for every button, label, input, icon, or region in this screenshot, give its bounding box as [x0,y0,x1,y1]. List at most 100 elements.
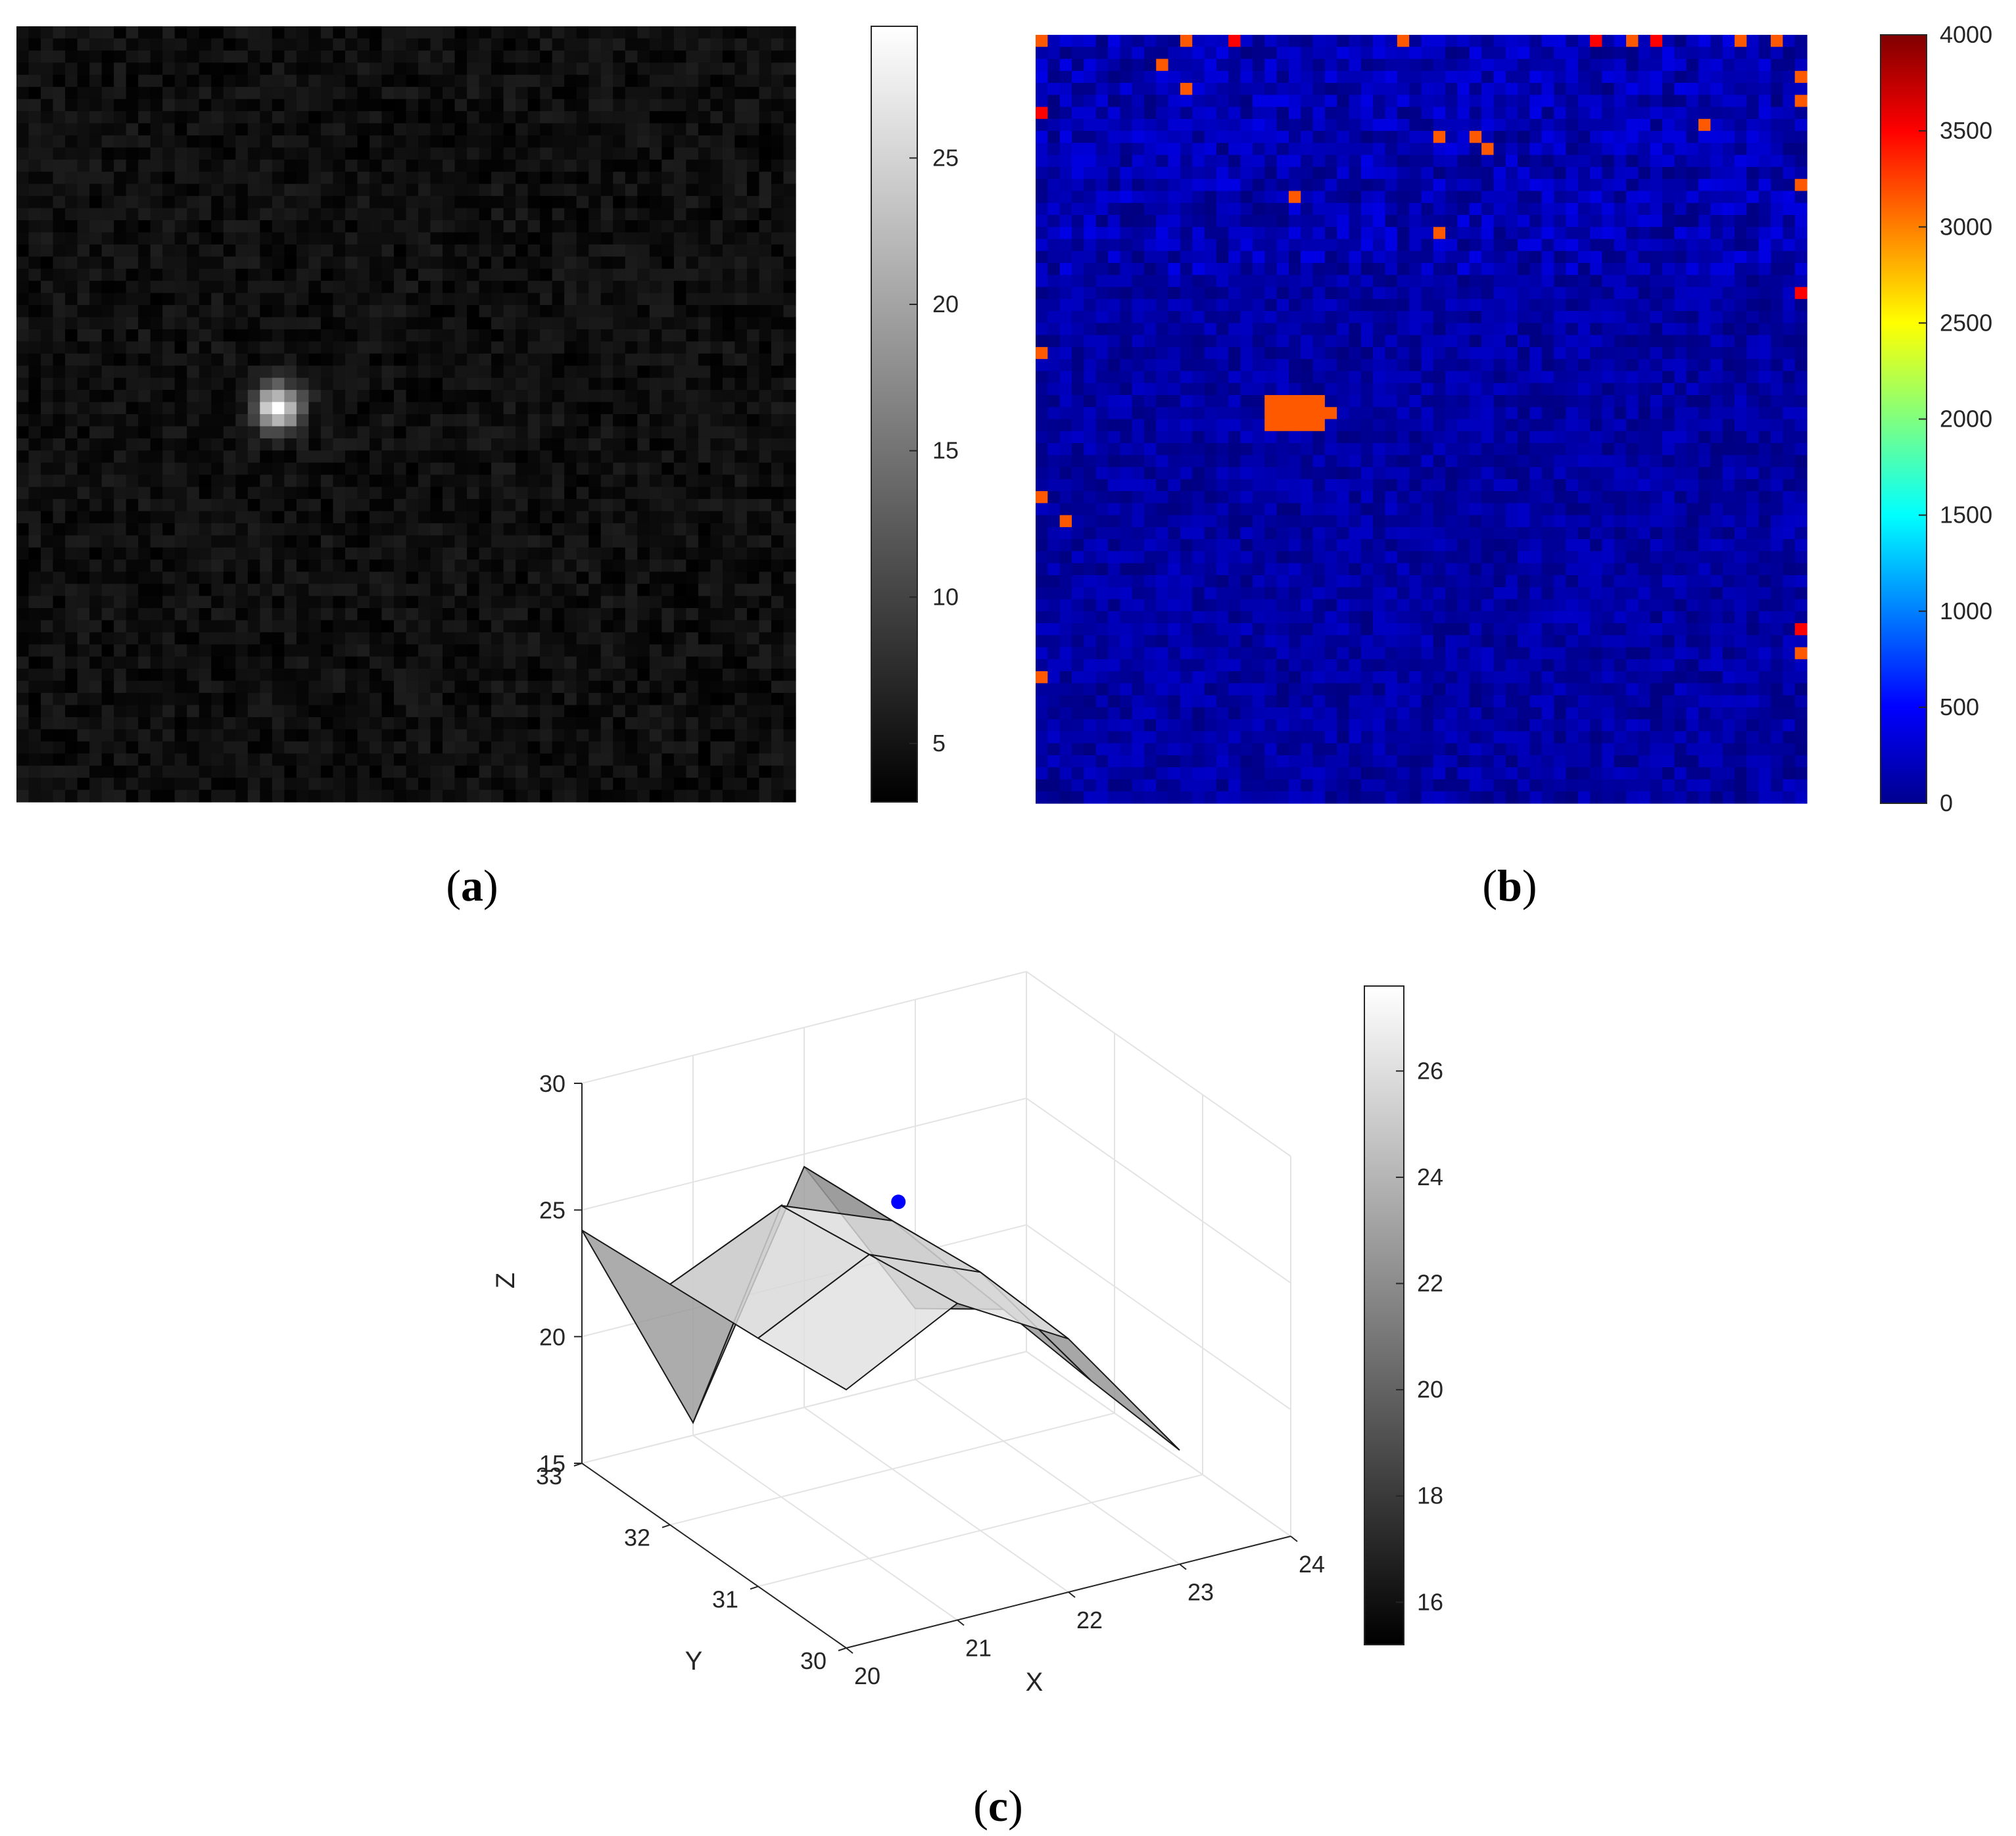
heatmap-a-cell [430,38,443,51]
heatmap-a-cell [430,111,443,124]
heatmap-a-cell [320,172,334,185]
heatmap-a-cell [454,281,468,294]
heatmap-a-cell [41,462,54,475]
heatmap-a-cell [454,402,468,415]
heatmap-a-cell [771,693,784,706]
heatmap-a-cell [41,329,54,342]
heatmap-a-cell [503,693,516,706]
heatmap-a-cell [625,571,638,584]
heatmap-a-cell [661,486,675,500]
heatmap-a-cell [430,208,443,221]
heatmap-a-cell [320,317,334,330]
heatmap-a-cell [467,135,480,148]
heatmap-a-cell [516,632,529,645]
heatmap-a-cell [89,414,103,427]
heatmap-b-cell [1409,106,1422,120]
heatmap-a-cell [272,656,285,669]
heatmap-a-cell [443,559,456,573]
heatmap-b-cell [1505,131,1518,143]
heatmap-a-cell [114,87,127,100]
heatmap-a-cell [101,353,114,366]
heatmap-a-cell [588,475,602,488]
heatmap-a-cell [381,341,395,354]
heatmap-a-cell [187,147,200,160]
heatmap-a-cell [516,365,529,379]
heatmap-b-cell [1554,59,1567,72]
heatmap-b-cell [1240,191,1253,204]
heatmap-a-cell [479,584,492,597]
heatmap-a-cell [345,135,358,148]
heatmap-b-cell [1156,47,1169,60]
heatmap-a-cell [406,402,419,415]
heatmap-a-cell [41,62,54,76]
heatmap-b-cell [1228,154,1241,168]
heatmap-a-cell [65,729,78,742]
heatmap-a-cell [540,475,553,488]
heatmap-a-cell [406,293,419,306]
heatmap-a-cell [114,523,127,536]
heatmap-a-cell [308,608,322,621]
heatmap-a-cell [516,172,529,185]
heatmap-b-cell [1373,179,1386,192]
heatmap-a-cell [199,62,212,76]
heatmap-b-cell [1735,35,1747,47]
heatmap-a-cell [637,123,650,136]
heatmap-a-cell [369,584,383,597]
heatmap-b-cell [1554,143,1567,156]
heatmap-a-cell [503,305,516,318]
heatmap-b-cell [1240,70,1253,83]
heatmap-b-cell [1735,106,1747,120]
heatmap-b-cell [1397,95,1410,108]
heatmap-a-cell [162,135,176,148]
heatmap-a-cell [235,87,249,100]
heatmap-a-cell [418,377,431,390]
heatmap-a-cell [467,38,480,51]
heatmap-a-cell [150,547,163,560]
heatmap-a-cell [564,390,577,403]
heatmap-a-cell [698,123,711,136]
heatmap-a-cell [613,87,626,100]
heatmap-a-cell [564,281,577,294]
heatmap-a-cell [576,753,589,766]
heatmap-a-cell [527,669,540,682]
heatmap-a-cell [491,147,504,160]
heatmap-a-cell [235,123,249,136]
heatmap-a-cell [576,669,589,682]
heatmap-a-cell [783,244,796,257]
heatmap-b-cell [1047,131,1061,143]
heatmap-a-cell [296,486,309,500]
heatmap-a-cell [114,50,127,63]
heatmap-b-cell [1650,70,1663,83]
heatmap-a-cell [600,268,613,281]
heatmap-a-cell [454,535,468,548]
heatmap-a-cell [187,765,200,778]
heatmap-a-cell [673,789,686,803]
heatmap-a-cell [381,74,395,87]
heatmap-a-cell [126,462,139,475]
heatmap-b-cell [1204,166,1217,179]
heatmap-a-cell [247,789,260,803]
heatmap-a-cell [516,535,529,548]
heatmap-a-cell [454,135,468,148]
heatmap-b-cell [1252,131,1265,143]
heatmap-a-cell [138,644,151,657]
heatmap-a-cell [783,620,796,633]
heatmap-a-cell [247,232,260,245]
heatmap-a-cell [381,353,395,366]
heatmap-b-cell [1626,106,1639,120]
heatmap-a-cell [162,329,176,342]
heatmap-a-cell [613,341,626,354]
heatmap-a-cell [418,268,431,281]
heatmap-a-cell [77,50,90,63]
heatmap-a-cell [345,26,358,39]
heatmap-a-cell [138,74,151,87]
heatmap-b-cell [1566,59,1579,72]
heatmap-a-cell [503,669,516,682]
heatmap-a-cell [613,475,626,488]
heatmap-a-cell [564,450,577,463]
heatmap-a-cell [174,789,187,803]
heatmap-a-cell [722,220,736,233]
heatmap-a-cell [357,693,370,706]
heatmap-a-cell [418,123,431,136]
heatmap-a-cell [722,426,736,439]
